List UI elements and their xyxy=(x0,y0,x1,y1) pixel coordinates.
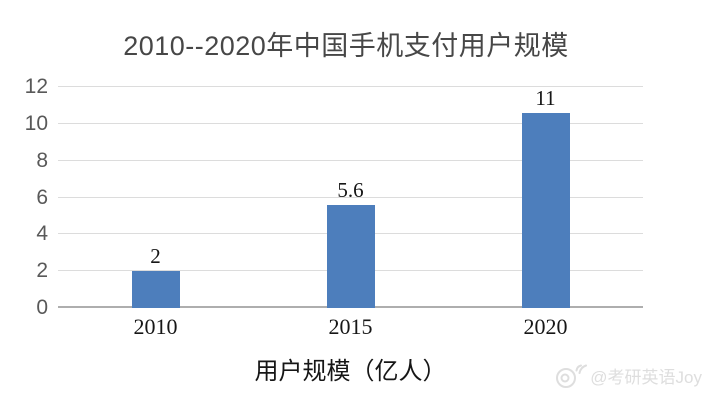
watermark: @考研英语Joy xyxy=(555,361,702,389)
weibo-icon xyxy=(556,364,588,388)
bar-2010 xyxy=(131,271,180,308)
chart-title: 2010--2020年中国手机支付用户规模 xyxy=(123,31,569,61)
y-tick-label: 2 xyxy=(36,259,48,283)
gridline xyxy=(58,159,643,161)
x-axis-title: 用户规模（亿人） xyxy=(254,359,447,385)
bar-group-2015: 5.6 xyxy=(253,87,448,308)
bar-value-label: 2 xyxy=(150,244,161,269)
x-tick-label-2020: 2020 xyxy=(523,314,568,339)
watermark-text: @考研英语Joy xyxy=(590,367,702,387)
bar-2015 xyxy=(326,204,375,308)
y-tick-label: 12 xyxy=(24,75,48,98)
gridline xyxy=(58,86,643,87)
y-tick-label: 4 xyxy=(36,222,48,246)
y-tick-label: 10 xyxy=(24,111,48,135)
bar-group-2020: 11 xyxy=(448,87,643,308)
bar-value-label: 5.6 xyxy=(337,177,364,202)
plot-area: 0 2 4 6 8 10 12 2 5.6 11 xyxy=(25,76,643,319)
gridline xyxy=(58,122,643,124)
x-tick-label-2015: 2015 xyxy=(328,314,373,339)
y-axis-ticks: 0 2 4 6 8 10 12 xyxy=(0,76,50,319)
bar-group-2010: 2 xyxy=(58,87,253,308)
bar-value-label: 11 xyxy=(535,86,556,110)
bars: 2 5.6 11 xyxy=(58,87,643,308)
y-tick-label: 8 xyxy=(36,148,48,172)
y-tick-label: 0 xyxy=(36,296,48,319)
x-tick-label-2010: 2010 xyxy=(133,314,178,339)
bar-2020 xyxy=(521,113,570,308)
gridline xyxy=(58,196,643,198)
y-tick-label: 6 xyxy=(36,185,48,209)
x-axis-category-labels: 2010 2015 2020 xyxy=(58,314,643,340)
